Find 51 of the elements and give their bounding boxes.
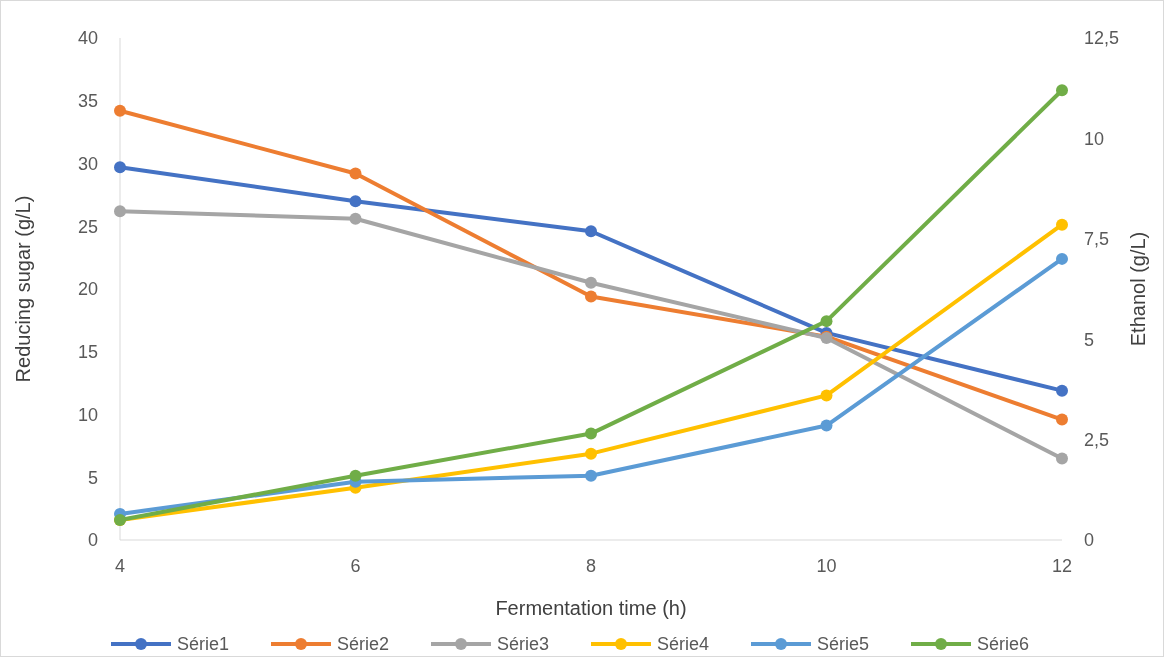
point	[349, 195, 362, 208]
legend-label: Série2	[337, 634, 390, 655]
point	[585, 469, 597, 482]
point	[1056, 252, 1068, 265]
y-tick-label: 0	[87, 530, 98, 551]
point	[820, 419, 833, 432]
y-tick-label: 40	[77, 28, 98, 49]
y2-tick-label: 5	[1084, 329, 1095, 350]
point	[585, 225, 597, 238]
point	[349, 167, 362, 180]
y2-tick-label: 2,5	[1084, 429, 1110, 450]
y2-tick-label: 0	[1084, 530, 1095, 551]
y-tick-label: 35	[77, 91, 98, 112]
point	[585, 276, 597, 289]
point	[1056, 452, 1068, 465]
y-tick-label: 10	[77, 404, 98, 425]
x-tick-label: 6	[350, 556, 361, 576]
point	[585, 427, 597, 440]
point	[114, 104, 126, 117]
y-axis-title: Reducing sugar (g/L)	[12, 195, 34, 383]
point	[114, 161, 126, 174]
x-tick-label: 4	[114, 556, 126, 576]
point	[1056, 84, 1068, 97]
y2-tick-label: 10	[1084, 128, 1105, 149]
legend-label: Série5	[817, 634, 870, 655]
point	[585, 447, 597, 460]
point	[1056, 413, 1068, 426]
point	[349, 469, 362, 482]
x-tick-label: 8	[585, 556, 597, 576]
y-tick-label: 20	[77, 279, 98, 300]
x-tick-label: 12	[1051, 556, 1073, 576]
point	[585, 290, 597, 303]
y-tick-label: 25	[77, 216, 98, 237]
x-tick-label: 10	[816, 556, 837, 576]
y-tick-label: 5	[87, 467, 98, 488]
point	[1056, 218, 1068, 231]
point	[820, 389, 833, 402]
legend-label: Série4	[657, 634, 710, 655]
point	[349, 212, 362, 225]
legend-label: Série1	[177, 634, 230, 655]
point	[1056, 384, 1068, 397]
y2-tick-label: 7,5	[1084, 229, 1110, 250]
x-axis-title: Fermentation time (h)	[495, 597, 687, 619]
y2-axis-title: Ethanol (g/L)	[1127, 231, 1149, 347]
legend-label: Série6	[977, 634, 1030, 655]
legend-label: Série3	[497, 634, 550, 655]
y2-tick-label: 12,5	[1084, 28, 1120, 49]
y-tick-label: 15	[77, 342, 98, 363]
point	[820, 315, 833, 328]
point	[114, 205, 126, 218]
y-tick-label: 30	[77, 153, 98, 174]
